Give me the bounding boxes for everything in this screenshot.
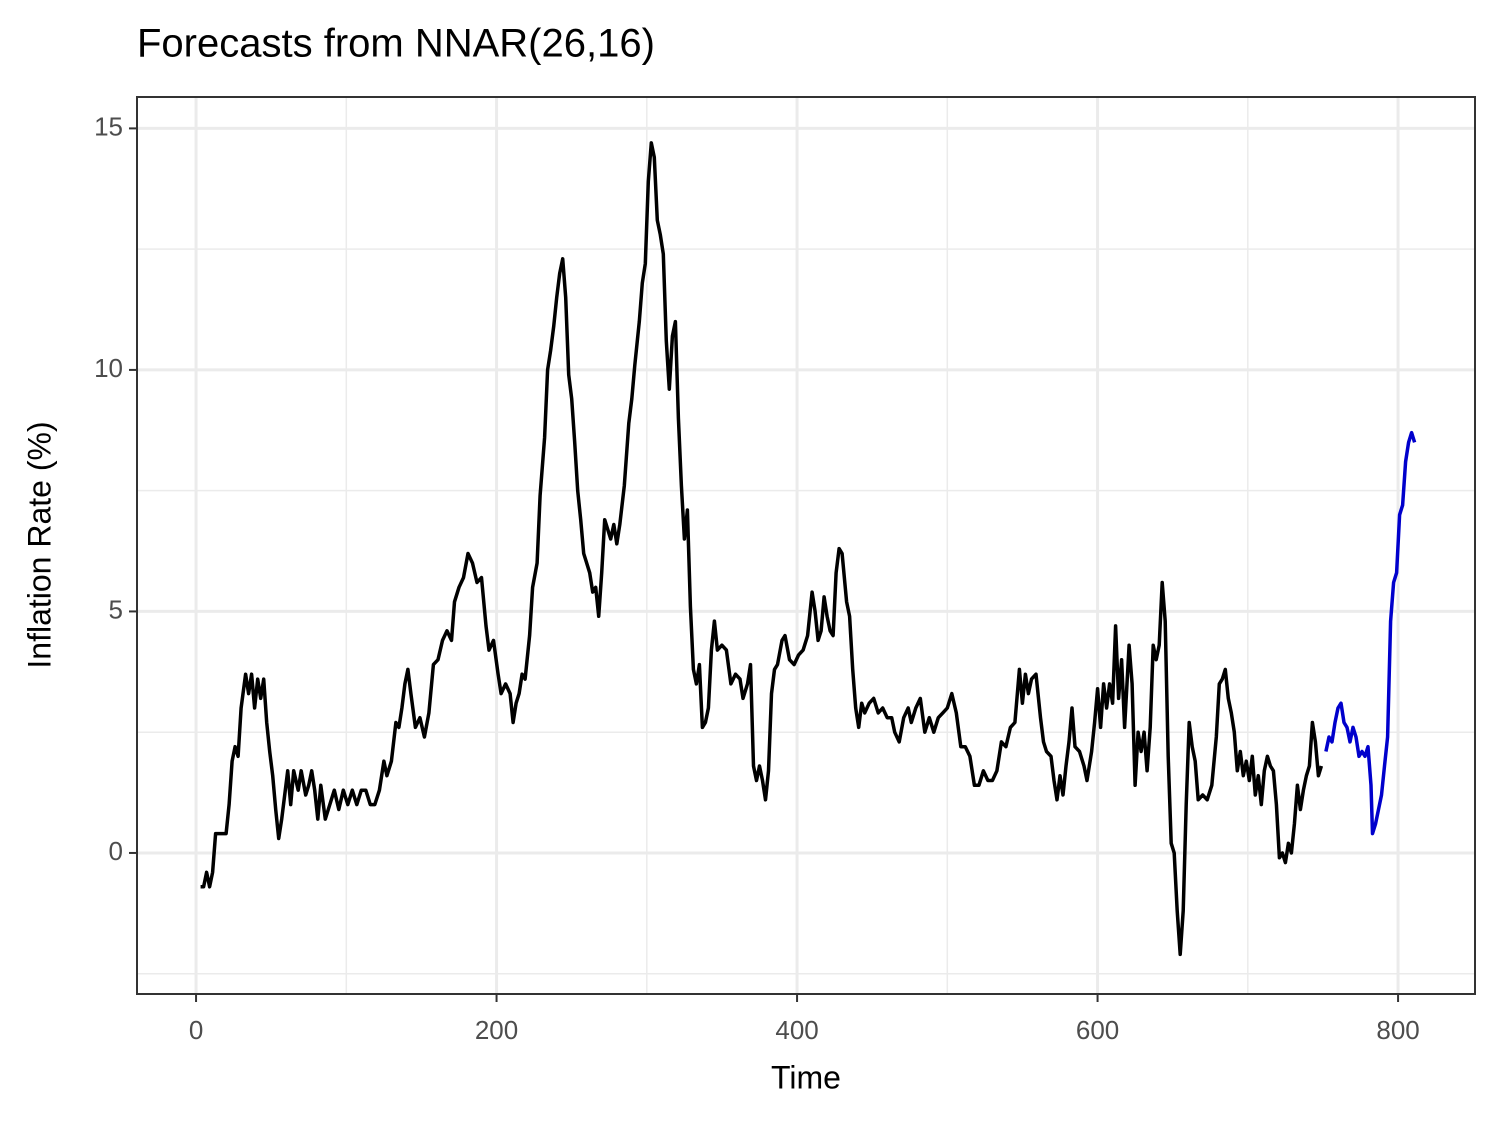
- y-tick-label: 15: [94, 111, 123, 141]
- chart-title: Forecasts from NNAR(26,16): [137, 22, 655, 66]
- y-axis-label: Inflation Rate (%): [21, 421, 57, 668]
- x-tick-label: 200: [475, 1015, 518, 1045]
- data-line: [200, 141, 1324, 957]
- x-tick-label: 400: [775, 1015, 818, 1045]
- y-tick-label: 10: [94, 353, 123, 383]
- y-tick-label: 5: [109, 594, 123, 624]
- x-tick-label: 600: [1076, 1015, 1119, 1045]
- x-tick-label: 800: [1376, 1015, 1419, 1045]
- x-tick-label: 0: [189, 1015, 203, 1045]
- plot-border: [136, 96, 1476, 995]
- data-line: [1324, 430, 1417, 836]
- y-tick-label: 0: [109, 836, 123, 866]
- x-axis-label: Time: [771, 1059, 841, 1095]
